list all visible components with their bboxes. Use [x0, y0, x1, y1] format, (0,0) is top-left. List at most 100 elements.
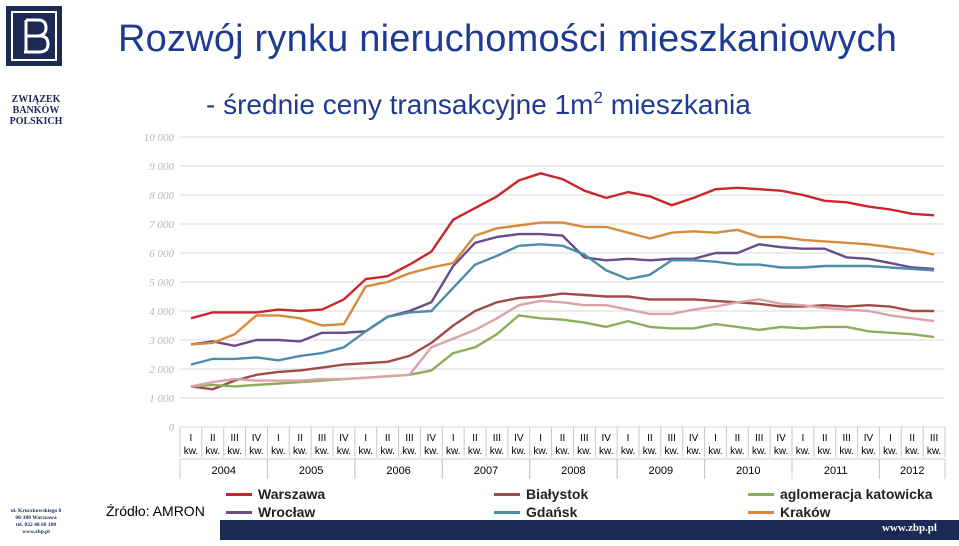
y-tick-label: 0 — [169, 422, 175, 434]
x-tick-label: III — [930, 433, 938, 444]
x-tick-label: II — [560, 433, 566, 444]
legend-item: Białystok — [494, 486, 588, 502]
x-tick-label-suffix: kw. — [861, 446, 875, 457]
legend-swatch — [748, 510, 774, 514]
org-name-line: ZWIĄZEK — [11, 94, 61, 105]
x-tick-label: II — [822, 433, 828, 444]
series-line — [190, 172, 935, 320]
legend-swatch — [494, 492, 520, 496]
x-tick-label-suffix: kw. — [752, 446, 766, 457]
x-tick-label-suffix: kw. — [905, 446, 919, 457]
legend-swatch — [748, 492, 774, 496]
legend-label: Białystok — [526, 486, 589, 502]
x-tick-label-suffix: kw. — [359, 446, 373, 457]
page-title: Rozwój rynku nieruchomości mieszkaniowyc… — [118, 18, 898, 60]
x-tick-label-suffix: kw. — [402, 446, 416, 457]
x-tick-label-suffix: kw. — [577, 446, 591, 457]
x-tick-label: I — [889, 433, 892, 444]
org-name-line: BANKÓW — [12, 105, 60, 116]
x-tick-label: I — [627, 433, 630, 444]
x-tick-label: III — [318, 433, 326, 444]
x-tick-label-suffix: kw. — [774, 446, 788, 457]
chart-legend: Warszawa Białystok aglomeracja katowicka Wr… — [220, 484, 959, 526]
x-tick-label: II — [297, 433, 303, 444]
zbp-logo-icon — [6, 6, 62, 66]
x-tick-label-suffix: kw. — [315, 446, 329, 457]
x-tick-label-suffix: kw. — [643, 446, 657, 457]
year-label: 2012 — [900, 465, 924, 477]
legend-item: aglomeracja katowicka — [748, 486, 933, 502]
legend-item: Kraków — [748, 504, 831, 520]
x-tick-label-suffix: kw. — [249, 446, 263, 457]
x-tick-label: IV — [776, 433, 786, 444]
x-tick-label: I — [277, 433, 280, 444]
address-line: 00-380 Warszawa — [15, 515, 57, 521]
series-line — [190, 298, 935, 388]
footer-url: www.zbp.pl — [881, 522, 937, 534]
y-tick-label: 7 000 — [149, 219, 174, 231]
x-tick-label: II — [210, 433, 216, 444]
x-tick-label: IV — [252, 433, 262, 444]
x-tick-label: III — [842, 433, 850, 444]
legend-label: Kraków — [780, 504, 831, 520]
legend-item: Wrocław — [226, 504, 315, 520]
x-tick-label: II — [385, 433, 391, 444]
x-tick-label: III — [755, 433, 763, 444]
legend-label: Wrocław — [258, 504, 316, 520]
subtitle-text-end: mieszkania — [602, 89, 751, 120]
legend-label: aglomeracja katowicka — [780, 486, 933, 502]
x-tick-label: IV — [339, 433, 349, 444]
y-tick-label: 9 000 — [149, 161, 174, 173]
y-tick-label: 6 000 — [149, 248, 174, 260]
x-tick-label-suffix: kw. — [796, 446, 810, 457]
year-label: 2007 — [474, 465, 498, 477]
year-label: 2008 — [561, 465, 585, 477]
x-tick-label: II — [472, 433, 478, 444]
x-tick-label: I — [539, 433, 542, 444]
x-tick-label-suffix: kw. — [293, 446, 307, 457]
x-tick-label-suffix: kw. — [599, 446, 613, 457]
x-tick-label-suffix: kw. — [380, 446, 394, 457]
year-label: 2010 — [736, 465, 760, 477]
y-tick-label: 3 000 — [148, 335, 174, 347]
x-tick-label-suffix: kw. — [227, 446, 241, 457]
x-tick-label: III — [668, 433, 676, 444]
y-tick-label: 5 000 — [149, 277, 174, 289]
x-tick-label: I — [190, 433, 193, 444]
page-subtitle: - średnie ceny transakcyjne 1m2 mieszkan… — [206, 88, 751, 121]
series-line — [190, 314, 935, 388]
x-tick-label: I — [802, 433, 805, 444]
x-tick-label-suffix: kw. — [424, 446, 438, 457]
x-tick-label-suffix: kw. — [533, 446, 547, 457]
x-tick-label: II — [735, 433, 741, 444]
x-tick-label: II — [647, 433, 653, 444]
x-tick-label: I — [452, 433, 455, 444]
x-tick-label: IV — [689, 433, 699, 444]
sidebar: ZWIĄZEK BANKÓW POLSKICH ul. Kruczkowskie… — [0, 0, 72, 546]
x-tick-label-suffix: kw. — [337, 446, 351, 457]
year-label: 2006 — [386, 465, 410, 477]
x-tick-label-suffix: kw. — [512, 446, 526, 457]
x-tick-label: IV — [864, 433, 874, 444]
year-label: 2005 — [299, 465, 323, 477]
x-tick-label: I — [364, 433, 367, 444]
x-tick-label-suffix: kw. — [818, 446, 832, 457]
x-tick-label: III — [493, 433, 501, 444]
y-tick-label: 2 000 — [149, 364, 174, 376]
legend-swatch — [226, 510, 252, 514]
source-note: Źródło: AMRON — [106, 503, 205, 519]
subtitle-superscript: 2 — [593, 88, 603, 107]
x-tick-label-suffix: kw. — [446, 446, 460, 457]
x-tick-label: I — [714, 433, 717, 444]
series-line — [190, 243, 935, 366]
series-line — [190, 221, 935, 346]
x-tick-label-suffix: kw. — [621, 446, 635, 457]
address-line: www.zbp.pl — [22, 529, 50, 535]
x-tick-label-suffix: kw. — [490, 446, 504, 457]
year-label: 2011 — [824, 465, 848, 477]
x-tick-label-suffix: kw. — [730, 446, 744, 457]
legend-label: Gdańsk — [526, 504, 578, 520]
x-tick-label-suffix: kw. — [686, 446, 700, 457]
address-line: ul. Kruczkowskiego 8 — [10, 508, 62, 514]
